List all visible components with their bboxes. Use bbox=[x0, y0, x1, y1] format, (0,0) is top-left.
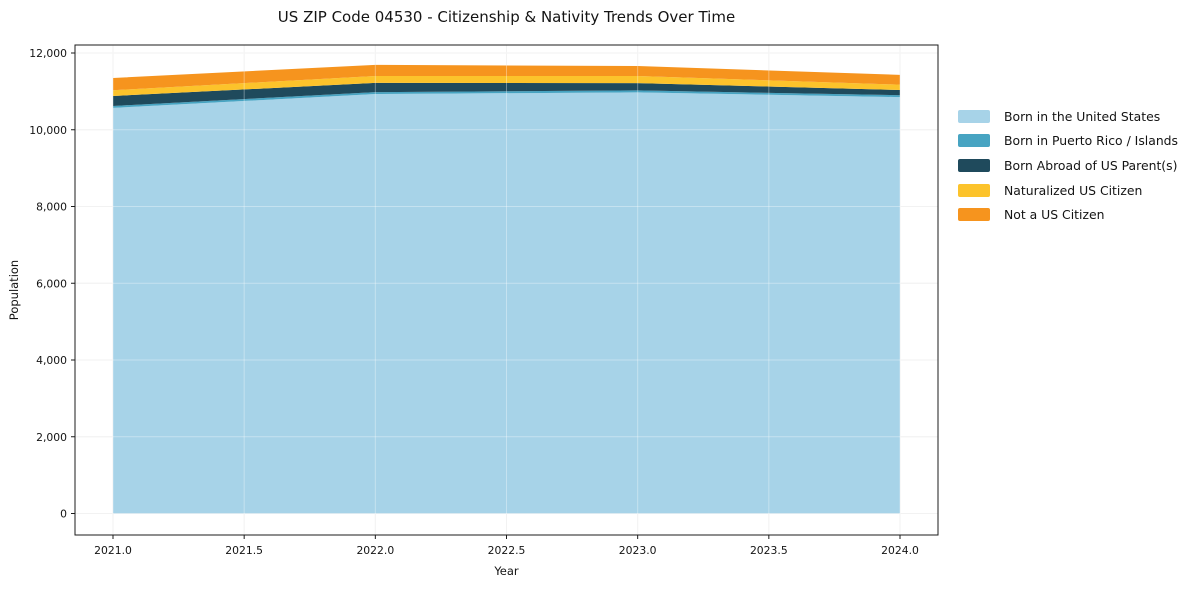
y-tick-label: 4,000 bbox=[36, 354, 67, 367]
area-series-1 bbox=[113, 90, 900, 108]
x-tick-label: 2021.0 bbox=[94, 544, 132, 557]
area-series-3 bbox=[113, 76, 900, 96]
legend-label: Naturalized US Citizen bbox=[1004, 182, 1143, 198]
legend-item-4: Not a US Citizen bbox=[958, 202, 1178, 227]
legend-item-2: Born Abroad of US Parent(s) bbox=[958, 153, 1178, 178]
legend-label: Born in Puerto Rico / Islands bbox=[1004, 133, 1179, 149]
x-tick-label: 2023.5 bbox=[750, 544, 788, 557]
area-series-0 bbox=[113, 92, 900, 514]
x-tick-label: 2021.5 bbox=[225, 544, 263, 557]
legend-swatch bbox=[958, 208, 990, 222]
x-axis-label: Year bbox=[494, 564, 519, 578]
y-tick-label: 0 bbox=[60, 508, 67, 521]
legend-swatch bbox=[958, 134, 990, 148]
legend-swatch bbox=[958, 109, 990, 123]
legend-label: Not a US Citizen bbox=[1004, 207, 1105, 223]
y-tick-label: 8,000 bbox=[36, 201, 67, 214]
legend-item-3: Naturalized US Citizen bbox=[958, 178, 1178, 203]
x-tick-label: 2022.0 bbox=[356, 544, 394, 557]
legend: Born in the United States Born in Puerto … bbox=[958, 104, 1178, 227]
legend-swatch bbox=[958, 158, 990, 172]
legend-label: Born Abroad of US Parent(s) bbox=[1004, 157, 1178, 173]
area-series-4 bbox=[113, 64, 900, 91]
y-tick-label: 2,000 bbox=[36, 431, 67, 444]
area-series-2 bbox=[113, 82, 900, 106]
y-tick-label: 10,000 bbox=[29, 124, 67, 137]
y-axis-label: Population bbox=[7, 259, 21, 321]
x-tick-label: 2022.5 bbox=[488, 544, 526, 557]
x-tick-label: 2024.0 bbox=[881, 544, 919, 557]
x-tick-label: 2023.0 bbox=[619, 544, 657, 557]
y-tick-label: 12,000 bbox=[29, 47, 67, 60]
legend-item-0: Born in the United States bbox=[958, 104, 1178, 129]
legend-item-1: Born in Puerto Rico / Islands bbox=[958, 129, 1178, 154]
chart-title: US ZIP Code 04530 - Citizenship & Nativi… bbox=[277, 8, 736, 26]
legend-swatch bbox=[958, 183, 990, 197]
legend-label: Born in the United States bbox=[1004, 108, 1161, 124]
y-tick-label: 6,000 bbox=[36, 277, 67, 290]
